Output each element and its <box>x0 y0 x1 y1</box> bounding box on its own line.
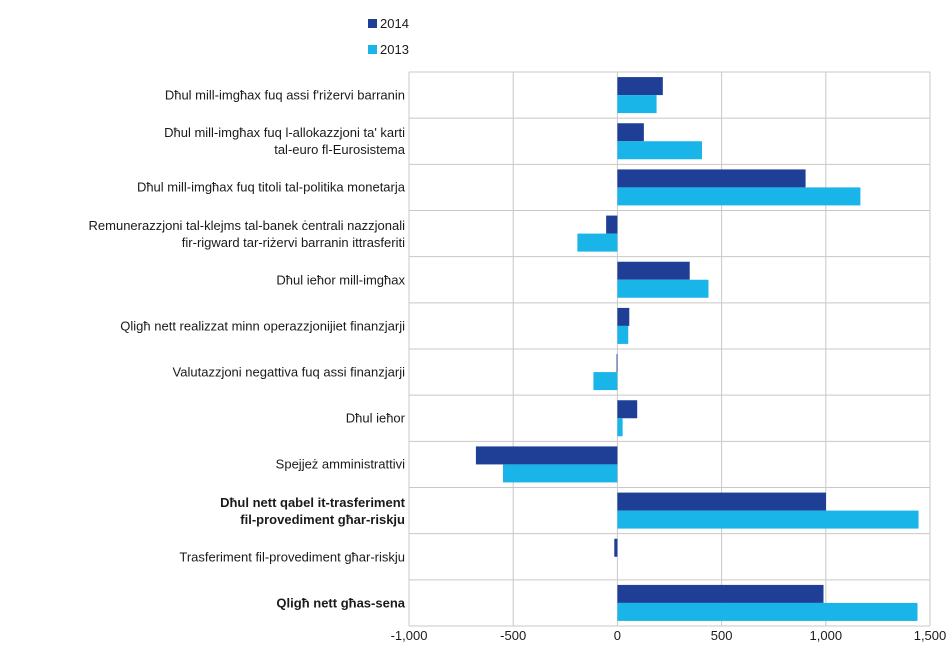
x-tick-label: -1,000 <box>390 628 428 643</box>
bar-2014-0 <box>617 77 663 96</box>
category-label: Qligħ nett għas-sena <box>0 594 405 611</box>
category-label-line: fil-provediment għar-riskju <box>240 511 405 527</box>
legend-item-2014: 2014 <box>368 12 409 34</box>
category-label: Dħul nett qabel it-trasferiment fil-prove… <box>0 494 405 528</box>
bar-2014-6 <box>616 354 618 373</box>
category-label: Dħul ieħor <box>0 410 405 427</box>
bar-2013-0 <box>617 95 657 114</box>
bar-2013-1 <box>617 141 703 160</box>
category-label-line: Qligħ nett għas-sena <box>276 595 405 611</box>
bar-2013-2 <box>617 187 861 206</box>
category-label: Spejjeż amministrattivi <box>0 456 405 473</box>
bar-2014-9 <box>617 492 827 511</box>
legend-label-2013: 2013 <box>380 41 409 57</box>
category-label-line: Dħul mill-imgħax fuq assi f'riżervi barr… <box>164 87 405 103</box>
bar-2014-10 <box>614 538 618 557</box>
category-label: Dħul ieħor mill-imgħax <box>0 271 405 288</box>
category-label: Dħul mill-imgħax fuq titoli tal-politika… <box>0 179 405 196</box>
bar-2013-5 <box>617 325 629 344</box>
legend-swatch-2014 <box>368 18 377 28</box>
category-label: Qligħ nett realizzat minn operazzjonijie… <box>0 317 405 334</box>
category-label-line: Remunerazzjoni tal-klejms tal-banek ċent… <box>88 217 405 233</box>
bar-2014-8 <box>475 446 618 465</box>
category-label-line: Dħul ieħor mill-imgħax <box>276 272 405 288</box>
x-tick-label: 500 <box>710 628 733 643</box>
category-label: Dħul mill-imgħax fuq assi f'riżervi barr… <box>0 87 405 104</box>
bar-2013-8 <box>502 464 618 483</box>
category-label-line: Valutazzjoni negattiva fuq assi finanzja… <box>172 364 405 380</box>
x-tick-label: 1,000 <box>809 628 843 643</box>
x-tick-label: 0 <box>613 628 621 643</box>
bar-2014-5 <box>617 307 630 326</box>
bar-2013-4 <box>617 279 709 298</box>
bar-2013-7 <box>617 418 623 437</box>
bar-2013-3 <box>577 233 618 252</box>
category-label-line: Dħul mill-imgħax fuq titoli tal-politika… <box>136 179 405 195</box>
x-tick-label: 1,500 <box>913 628 947 643</box>
bar-2014-2 <box>617 169 806 188</box>
legend: 2014 2013 <box>368 12 409 64</box>
bar-2014-1 <box>617 123 644 142</box>
category-label: Trasferiment fil-provediment għar-riskju <box>0 548 405 565</box>
legend-label-2014: 2014 <box>380 15 409 31</box>
category-label-line: Trasferiment fil-provediment għar-riskju <box>179 549 405 565</box>
category-label-line: Dħul ieħor <box>345 410 405 426</box>
category-label: Valutazzjoni negattiva fuq assi finanzja… <box>0 364 405 381</box>
x-tick-label: -500 <box>500 628 527 643</box>
legend-item-2013: 2013 <box>368 38 409 60</box>
bar-2014-3 <box>606 215 618 234</box>
category-label-line: Dħul nett qabel it-trasferiment <box>220 494 405 510</box>
bar-2014-4 <box>617 261 690 280</box>
category-label-line: Qligħ nett realizzat minn operazzjonijie… <box>120 318 405 334</box>
category-label: Dħul mill-imgħax fuq l-allokazzjoni ta' … <box>0 124 405 158</box>
bar-2014-7 <box>617 400 638 419</box>
legend-swatch-2013 <box>368 44 377 54</box>
category-label-line: Spejjeż amministrattivi <box>275 456 405 472</box>
bar-2014-11 <box>617 584 824 603</box>
category-label-line: tal-euro fl-Eurosistema <box>274 142 405 158</box>
bar-2013-9 <box>617 510 919 529</box>
bar-2013-11 <box>617 602 918 621</box>
category-label: Remunerazzjoni tal-klejms tal-banek ċent… <box>0 217 405 251</box>
bar-2013-6 <box>593 372 618 391</box>
category-label-line: Dħul mill-imgħax fuq l-allokazzjoni ta' … <box>164 125 405 141</box>
category-label-line: fir-rigward tar-riżervi barranin ittrasf… <box>181 234 405 250</box>
